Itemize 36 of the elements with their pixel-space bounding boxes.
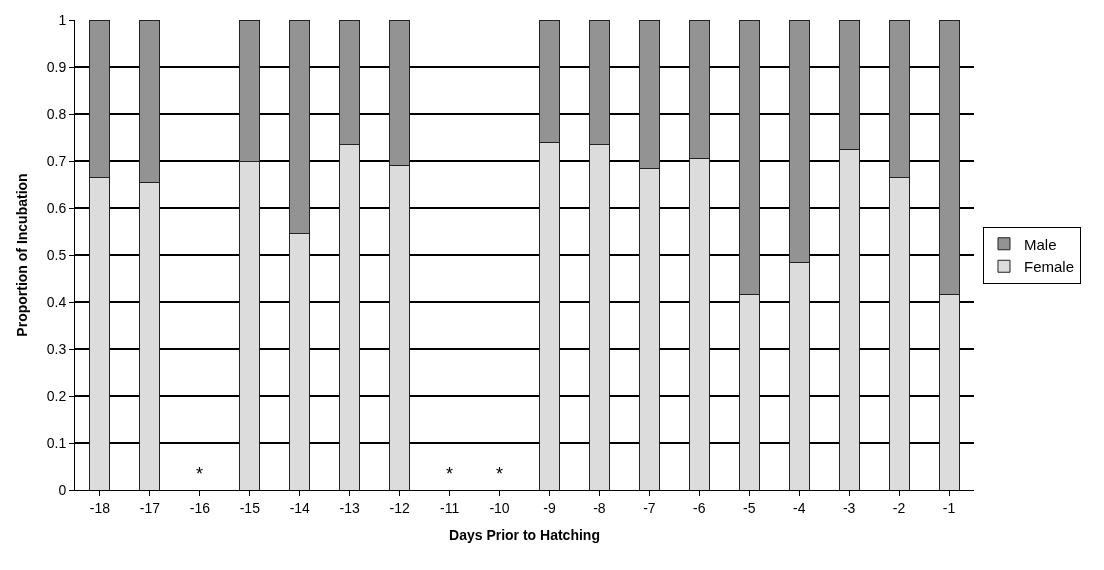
x-tick-label: -11 xyxy=(439,499,460,516)
x-tick-label: -2 xyxy=(892,499,906,516)
x-tick-label: -4 xyxy=(792,499,806,516)
y-tick-label: 0.8 xyxy=(46,105,67,122)
y-tick-label: 0.7 xyxy=(46,152,67,169)
x-axis-title: Days Prior to Hatching xyxy=(449,527,600,544)
annotation: * xyxy=(496,464,504,484)
x-tick-label: -7 xyxy=(643,499,656,516)
y-tick-label: 1 xyxy=(58,11,67,28)
x-tick-label: -18 xyxy=(89,499,111,516)
x-tick-label: -13 xyxy=(339,499,361,516)
y-tick-label: 0.4 xyxy=(46,293,67,310)
y-tick-label: 0 xyxy=(58,481,67,498)
legend-label: Male xyxy=(1023,235,1057,253)
y-tick-label: 0.2 xyxy=(46,387,67,404)
x-tick-label: -14 xyxy=(289,499,311,516)
y-tick-label: 0.3 xyxy=(46,340,67,357)
x-tick-label: -8 xyxy=(593,499,606,516)
y-tick-label: 0.1 xyxy=(46,434,67,451)
y-axis-title: Proportion of Incubation xyxy=(14,173,31,337)
x-tick-label: -6 xyxy=(693,499,706,516)
x-tick-label: -12 xyxy=(389,499,410,516)
annotation: * xyxy=(196,464,204,484)
x-tick-label: -1 xyxy=(942,499,956,516)
y-tick-label: 0.5 xyxy=(46,246,67,263)
x-tick-label: -5 xyxy=(743,499,756,516)
x-tick-label: -10 xyxy=(489,499,510,516)
x-tick-label: -17 xyxy=(139,499,161,516)
x-tick-label: -15 xyxy=(239,499,261,516)
x-tick-label: -16 xyxy=(189,499,211,516)
y-tick-label: 0.6 xyxy=(46,199,67,216)
legend-label: Female xyxy=(1023,258,1075,276)
x-tick-label: -9 xyxy=(543,499,556,516)
x-tick-label: -3 xyxy=(842,499,856,516)
y-tick-label: 0.9 xyxy=(46,58,67,75)
annotation: * xyxy=(446,464,454,484)
